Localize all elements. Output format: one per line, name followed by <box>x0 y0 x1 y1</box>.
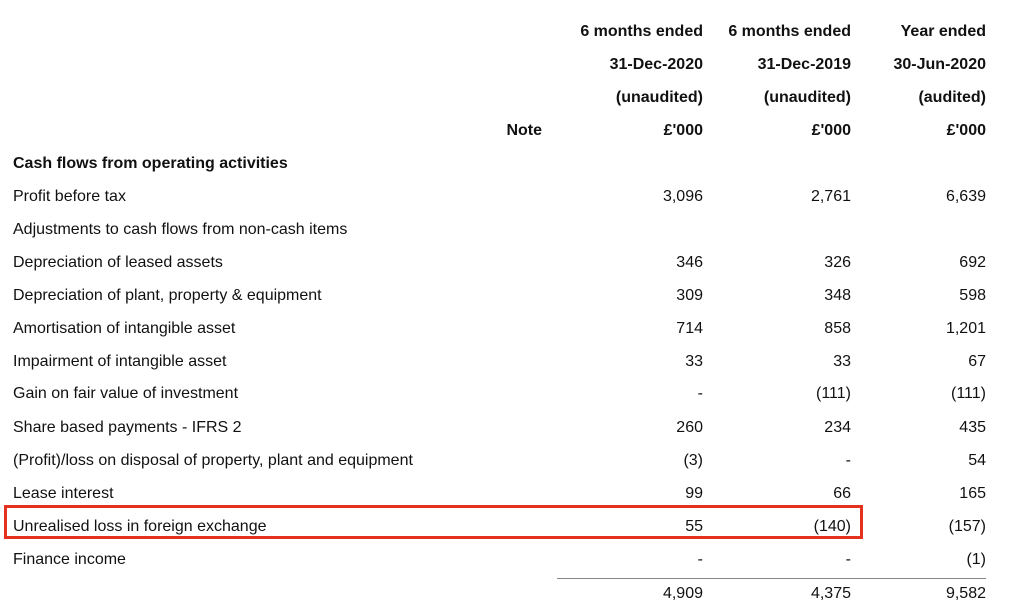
total-2020: 4,909 <box>662 585 703 602</box>
row-value-2019: 2,761 <box>810 188 851 205</box>
row-value-2019: - <box>845 551 851 568</box>
row-value-2019: (111) <box>816 385 851 402</box>
row-value-2020: 309 <box>676 287 703 304</box>
row-label: Unrealised loss in foreign exchange <box>13 518 267 535</box>
row-value-2020: (3) <box>683 452 703 469</box>
row-label: Lease interest <box>13 485 114 502</box>
row-value-2020: 346 <box>676 254 703 271</box>
row-value-2020: - <box>697 551 703 568</box>
column-header-3-line3: (audited) <box>918 89 986 106</box>
highlight-box <box>4 505 863 539</box>
column-header-1-line3: (unaudited) <box>615 89 703 106</box>
row-value-year: (111) <box>951 385 986 402</box>
column-header-2-line3: (unaudited) <box>763 89 851 106</box>
row-value-year: 598 <box>959 287 986 304</box>
row-value-2020: 714 <box>676 320 703 337</box>
row-label: Gain on fair value of investment <box>13 385 239 402</box>
row-value-2019: 234 <box>824 419 851 436</box>
row-label: Depreciation of leased assets <box>13 254 223 271</box>
column-header-1-line2: 31-Dec-2020 <box>609 56 703 73</box>
row-value-2019: 858 <box>824 320 851 337</box>
row-value-2019: - <box>845 452 851 469</box>
row-value-2020: - <box>697 385 703 402</box>
row-value-2020: 260 <box>676 419 703 436</box>
row-label: Adjustments to cash flows from non-cash … <box>13 221 348 238</box>
section-title: Cash flows from operating activities <box>13 155 288 172</box>
row-value-2020: 3,096 <box>662 188 703 205</box>
column-header-3-unit: £'000 <box>946 122 986 139</box>
row-value-2019: (140) <box>813 518 851 535</box>
row-value-year: 692 <box>959 254 986 271</box>
total-2019: 4,375 <box>810 585 851 602</box>
row-value-year: 435 <box>959 419 986 436</box>
row-value-2020: 55 <box>685 518 703 535</box>
row-value-year: 1,201 <box>945 320 986 337</box>
column-header-1-line1: 6 months ended <box>580 23 703 40</box>
column-header-1-unit: £'000 <box>663 122 703 139</box>
row-label: Amortisation of intangible asset <box>13 320 236 337</box>
row-label: Profit before tax <box>13 188 126 205</box>
row-value-year: (157) <box>948 518 986 535</box>
row-value-2019: 33 <box>833 353 851 370</box>
row-value-2020: 99 <box>685 485 703 502</box>
column-header-2-line2: 31-Dec-2019 <box>757 56 851 73</box>
column-header-3-line2: 30-Jun-2020 <box>893 56 987 73</box>
note-column-header: Note <box>506 122 542 139</box>
row-label: (Profit)/loss on disposal of property, p… <box>13 452 413 469</box>
row-value-year: 6,639 <box>945 188 986 205</box>
row-value-year: (1) <box>966 551 986 568</box>
column-header-3-line1: Year ended <box>900 23 986 40</box>
row-label: Impairment of intangible asset <box>13 353 227 370</box>
total-year: 9,582 <box>945 585 986 602</box>
row-value-year: 54 <box>968 452 986 469</box>
subtotal-rule <box>557 578 986 579</box>
row-value-year: 67 <box>968 353 986 370</box>
row-value-2019: 66 <box>833 485 851 502</box>
column-header-2-unit: £'000 <box>811 122 851 139</box>
row-label: Finance income <box>13 551 126 568</box>
row-value-2020: 33 <box>685 353 703 370</box>
row-label: Share based payments - IFRS 2 <box>13 419 242 436</box>
row-value-2019: 348 <box>824 287 851 304</box>
row-value-year: 165 <box>959 485 986 502</box>
row-value-2019: 326 <box>824 254 851 271</box>
row-label: Depreciation of plant, property & equipm… <box>13 287 322 304</box>
column-header-2-line1: 6 months ended <box>728 23 851 40</box>
